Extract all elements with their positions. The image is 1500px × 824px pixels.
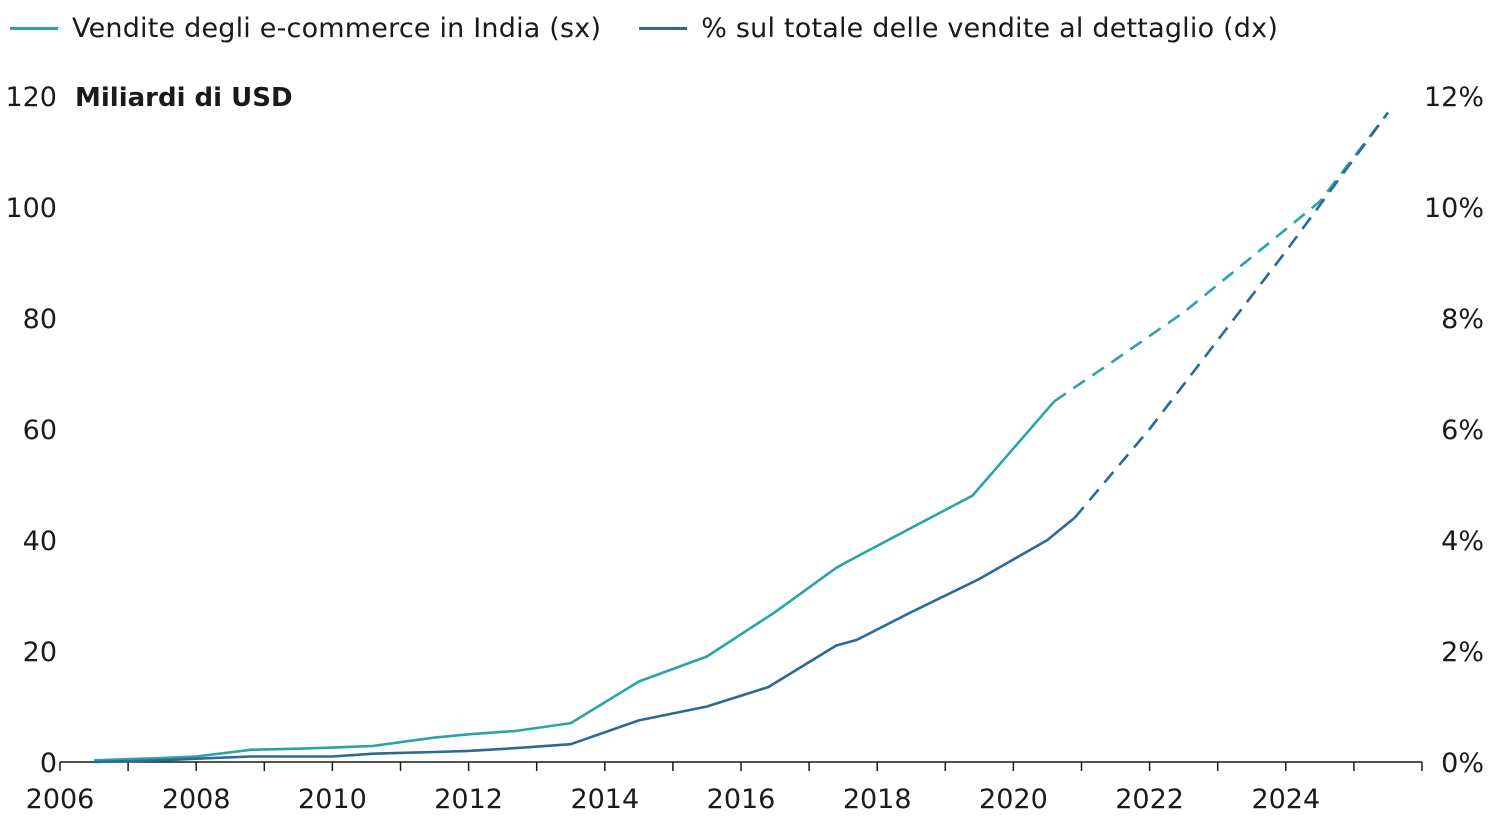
- y-right-tick-label: 2%: [1441, 637, 1484, 668]
- y-right-tick-label: 6%: [1441, 415, 1484, 446]
- y-left-tick-label: 120: [5, 82, 57, 113]
- x-tick-label: 2016: [707, 784, 776, 815]
- axes: [59, 761, 1423, 771]
- y-left-tick-label: 40: [23, 526, 57, 557]
- legend-item-ecommerce-sales: Vendite degli e-commerce in India (sx): [10, 13, 601, 44]
- legend-label-ecommerce-sales: Vendite degli e-commerce in India (sx): [72, 12, 602, 44]
- x-tick-label: 2012: [434, 784, 503, 815]
- y-right-tick-label: 8%: [1441, 304, 1484, 335]
- tick-labels: 2006 2008 2010 2012 2014 2016 2018 2020 2022 2024…: [5, 82, 1484, 815]
- x-tick-label: 2014: [570, 784, 639, 815]
- x-tick-label: 2010: [298, 784, 367, 815]
- legend-label-retail-share: % sul totale delle vendite al dettaglio …: [701, 12, 1279, 44]
- legend: Vendite degli e-commerce in India (sx) %…: [10, 8, 1316, 48]
- x-tick-label: 2020: [979, 784, 1048, 815]
- y-right-tick-label: 4%: [1441, 526, 1484, 557]
- y-left-tick-label: 20: [23, 637, 57, 668]
- y-left-tick-label: 60: [23, 415, 57, 446]
- legend-swatch-ecommerce-sales: [10, 26, 58, 30]
- y-right-tick-label: 0%: [1441, 748, 1484, 779]
- legend-item-retail-share: % sul totale delle vendite al dettaglio …: [639, 13, 1278, 44]
- y-left-tick-label: 100: [5, 193, 57, 224]
- x-tick-label: 2008: [162, 784, 231, 815]
- series-lines: [94, 111, 1390, 764]
- legend-swatch-retail-share: [639, 26, 688, 30]
- series-line-retail-share: [94, 516, 1076, 764]
- x-tick-label: 2022: [1115, 784, 1184, 815]
- y-left-tick-label: 80: [23, 304, 57, 335]
- series-projection-ecommerce-sales: [1053, 111, 1390, 403]
- y-right-tick-label: 12%: [1424, 82, 1484, 113]
- y-right-tick-label: 10%: [1424, 193, 1484, 224]
- x-tick-label: 2018: [843, 784, 912, 815]
- y-left-tick-label: 0: [40, 748, 57, 779]
- y-unit-label: Miliardi di USD: [75, 83, 293, 113]
- x-tick-label: 2024: [1251, 784, 1320, 815]
- x-tick-label: 2006: [26, 784, 95, 815]
- series-line-ecommerce-sales: [94, 400, 1056, 762]
- series-projection-retail-share: [1073, 111, 1390, 519]
